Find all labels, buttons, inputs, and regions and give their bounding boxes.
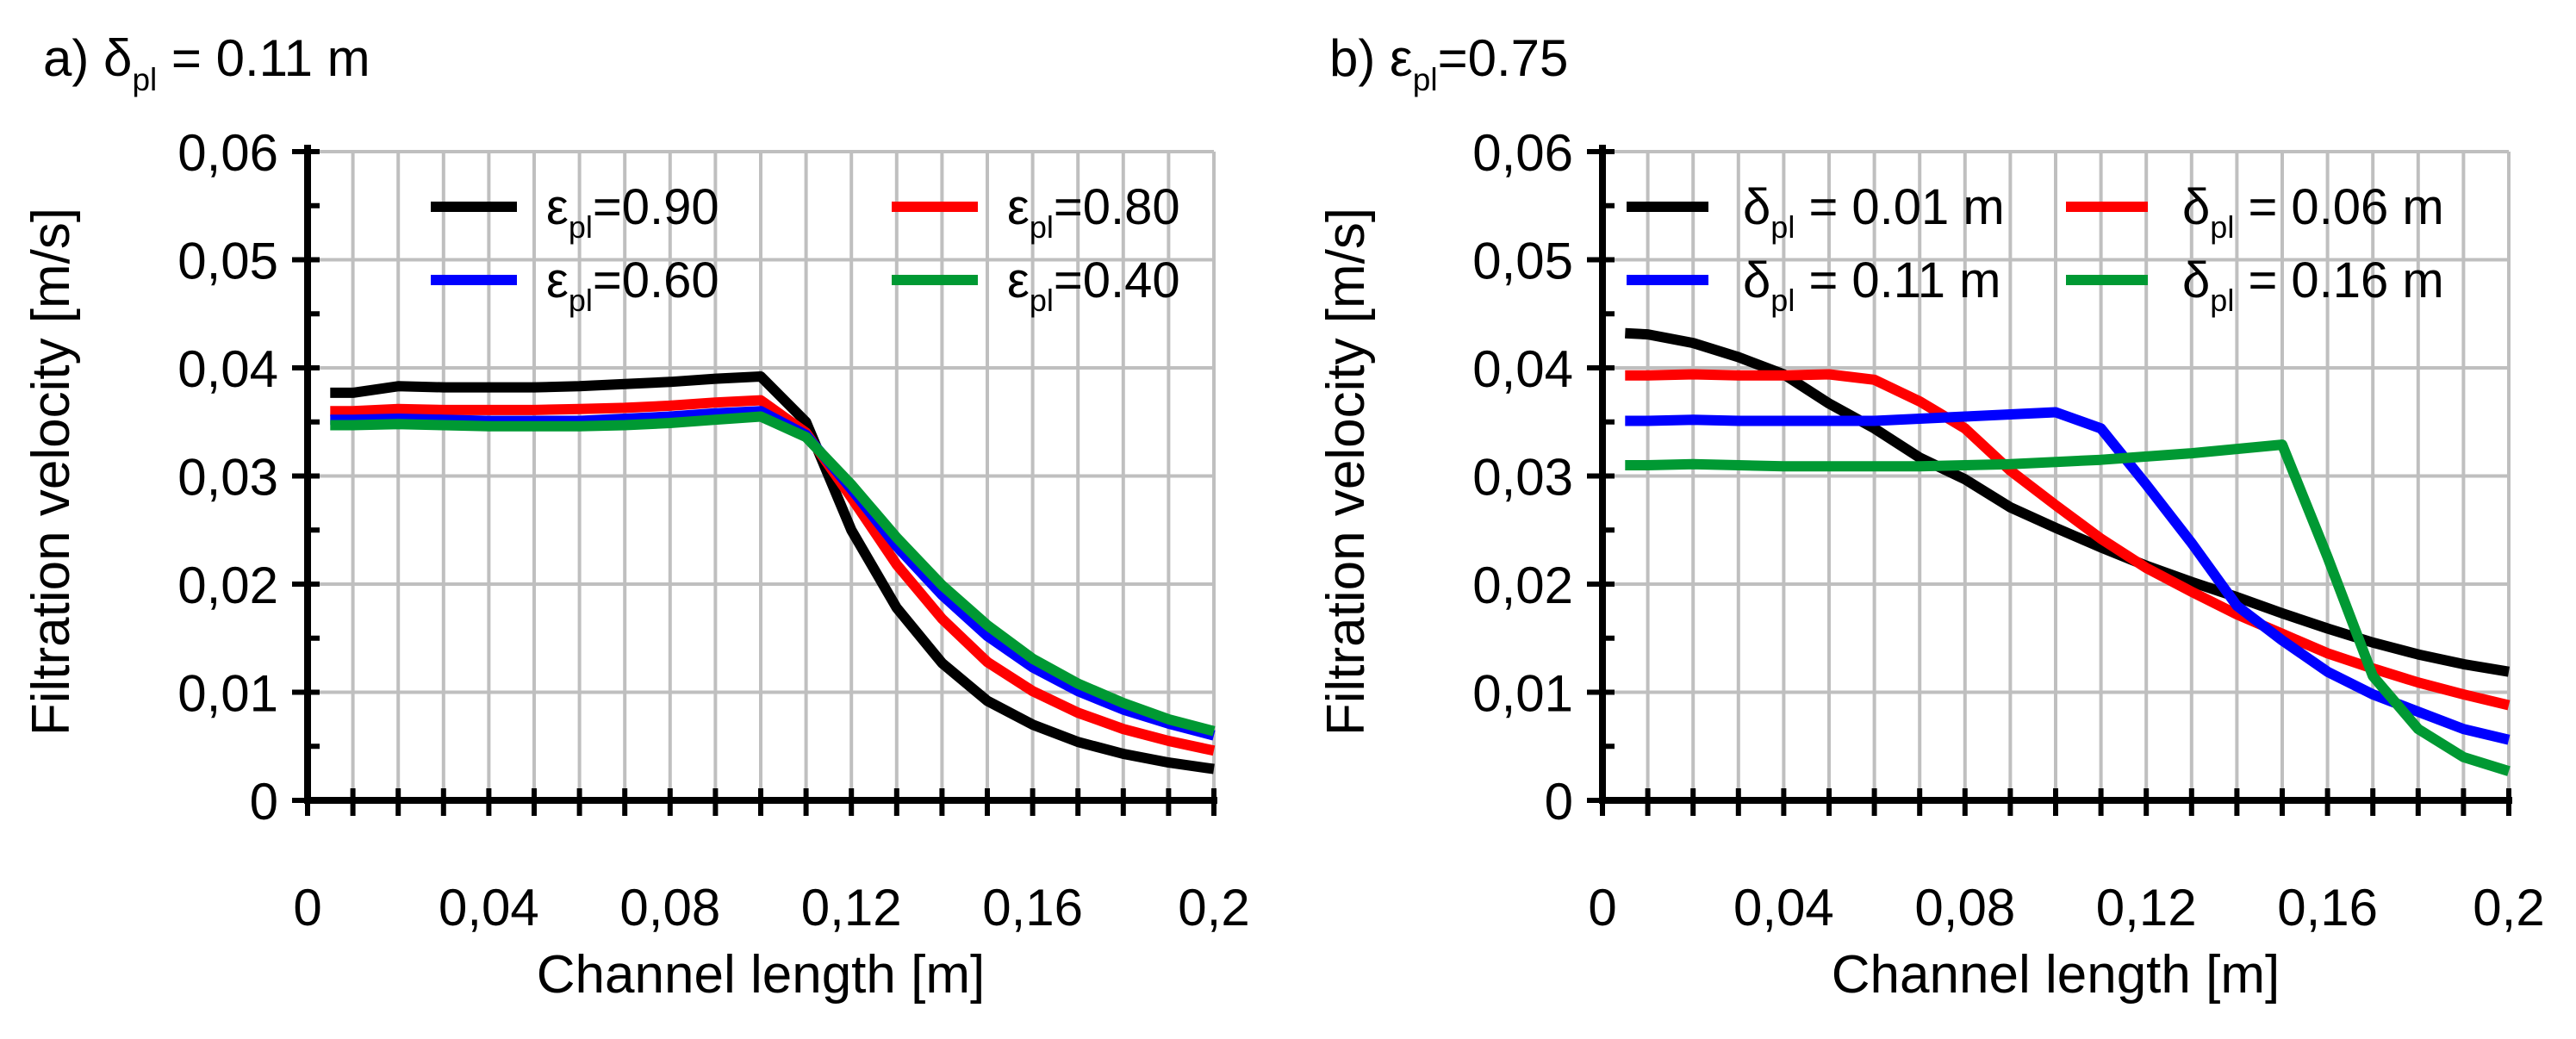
y-axis-title: Filtration velocity [m/s]	[1316, 208, 1376, 736]
subscript-text: pl	[569, 209, 593, 245]
series-group	[1625, 327, 2511, 776]
symbol-glyph: δ	[1743, 252, 1770, 308]
subscript-text: pl	[569, 283, 593, 318]
subscript-text: pl	[2210, 283, 2234, 318]
series-line-2	[1625, 407, 2511, 745]
symbol-glyph: δ	[2182, 252, 2210, 308]
y-tick-label: 0,05	[177, 233, 278, 290]
panel-title-space	[89, 29, 103, 87]
y-tick-label: 0,03	[177, 449, 278, 507]
symbol-glyph: ε	[1007, 252, 1030, 308]
series-line-0	[1625, 327, 2510, 677]
label-rest: = 0.11 m	[1795, 252, 2000, 308]
legend-label: δpl = 0.01 m	[1743, 179, 2005, 245]
subscript-text: pl	[1413, 62, 1438, 97]
subscript-text: pl	[1030, 209, 1054, 245]
label-rest: = 0.11 m	[157, 29, 370, 87]
symbol-glyph: δ	[1743, 179, 1770, 235]
series-line-3	[330, 411, 1216, 737]
legend-label: εpl=0.90	[546, 179, 719, 245]
panel-label: a)	[43, 29, 89, 87]
y-tick-label: 0,03	[1472, 449, 1573, 507]
y-tick-label: 0,06	[177, 124, 278, 182]
label-rest: = 0.16 m	[2234, 252, 2443, 308]
legend-label: δpl = 0.16 m	[2182, 252, 2444, 318]
symbol-glyph: ε	[1007, 179, 1030, 235]
legend-label: εpl=0.80	[1007, 179, 1180, 245]
y-tick-label: 0,04	[1472, 340, 1573, 398]
symbol-glyph: ε	[1390, 29, 1413, 87]
legend-label: δpl = 0.06 m	[2182, 179, 2444, 245]
x-tick-label: 0	[1588, 879, 1616, 936]
symbol-glyph: δ	[103, 29, 132, 87]
x-tick-label: 0	[293, 879, 321, 936]
label-rest: =0.80	[1054, 179, 1180, 235]
x-axis-title: Channel length [m]	[1832, 945, 2280, 1005]
label-rest: =0.90	[593, 179, 719, 235]
x-tick-label: 0,08	[1914, 879, 2015, 936]
panel-title: b) εpl=0.75	[1329, 29, 1568, 97]
panel-label: b)	[1329, 29, 1375, 87]
x-tick-label: 0,12	[801, 879, 902, 936]
legend-label: εpl=0.60	[546, 252, 719, 318]
y-tick-label: 0,05	[1472, 233, 1573, 290]
y-tick-label: 0	[250, 773, 278, 831]
x-tick-label: 0,16	[2277, 879, 2378, 936]
series-line-2	[330, 406, 1216, 741]
label-rest: = 0.01 m	[1795, 179, 2004, 235]
x-tick-label: 0,2	[1178, 879, 1249, 936]
legend-label: δpl = 0.11 m	[1743, 252, 2000, 318]
y-tick-label: 0,04	[177, 340, 278, 398]
grid	[1602, 150, 2511, 800]
series-line-0	[330, 371, 1215, 775]
label-rest: = 0.06 m	[2234, 179, 2443, 235]
subscript-text: pl	[1770, 283, 1795, 318]
series-line-1	[330, 395, 1216, 756]
panel-title-space	[1375, 29, 1390, 87]
series-line-3	[1625, 439, 2511, 776]
symbol-glyph: δ	[2182, 179, 2210, 235]
subscript-text: pl	[132, 62, 157, 97]
y-tick-label: 0,02	[1472, 557, 1573, 614]
panel-title: a) δpl = 0.11 m	[43, 29, 370, 97]
y-tick-label: 0,01	[1472, 665, 1573, 723]
x-tick-label: 0,2	[2473, 879, 2544, 936]
subscript-text: pl	[1030, 283, 1054, 318]
label-rest: =0.40	[1054, 252, 1180, 308]
x-tick-label: 0,12	[2096, 879, 2197, 936]
symbol-glyph: ε	[546, 179, 569, 235]
legend-label: εpl=0.40	[1007, 252, 1180, 318]
subscript-text: pl	[2210, 209, 2234, 245]
label-rest: =0.60	[593, 252, 719, 308]
x-tick-label: 0,08	[619, 879, 720, 936]
x-tick-label: 0,04	[1733, 879, 1834, 936]
symbol-glyph: ε	[546, 252, 569, 308]
series-group	[330, 371, 1216, 775]
panel-b: 0 0,01 0,02 0,03 0,04 0,05 0,06 0 0,04 0,08 0,12 0,…	[1316, 29, 2545, 1005]
panel-a: 0 0,01 0,02 0,03 0,04 0,05 0,06 0 0,04 0,08 0,12 0,…	[22, 29, 1250, 1005]
subscript-text: pl	[1770, 209, 1795, 245]
y-tick-label: 0	[1545, 773, 1573, 831]
y-tick-label: 0,02	[177, 557, 278, 614]
y-tick-label: 0,06	[1472, 124, 1573, 182]
series-line-1	[1625, 369, 2511, 711]
x-axis-title: Channel length [m]	[537, 945, 985, 1005]
label-rest: =0.75	[1438, 29, 1569, 87]
x-tick-label: 0,16	[982, 879, 1083, 936]
y-axis-title: Filtration velocity [m/s]	[22, 208, 81, 736]
x-tick-label: 0,04	[439, 879, 539, 936]
grid	[308, 150, 1216, 800]
y-tick-label: 0,01	[177, 665, 278, 723]
